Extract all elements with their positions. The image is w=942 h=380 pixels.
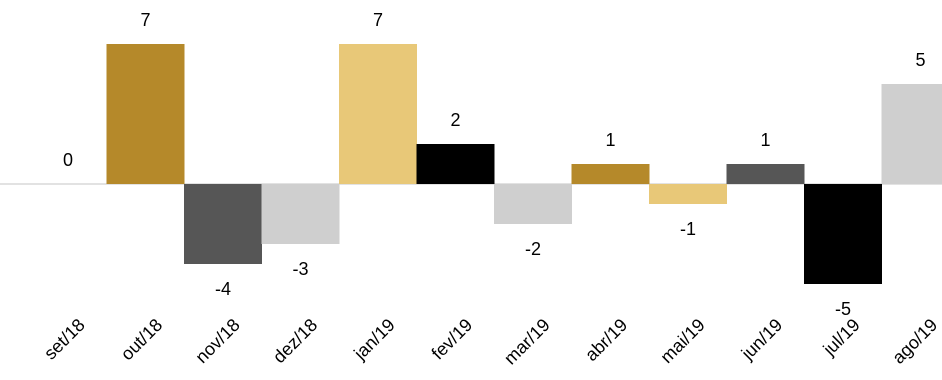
data-label-dez-18: -3 bbox=[292, 259, 308, 279]
data-label-ago-19: 5 bbox=[915, 50, 925, 70]
tick-label-set-18: set/18 bbox=[40, 315, 89, 364]
bar-dez-18 bbox=[261, 184, 340, 244]
tick-label-nov-18: nov/18 bbox=[191, 315, 243, 367]
tick-label-jul-19: jul/19 bbox=[819, 315, 864, 360]
tick-label-jun-19: jun/19 bbox=[737, 315, 787, 365]
tick-label-mai-19: mai/19 bbox=[656, 315, 708, 367]
data-label-abr-19: 1 bbox=[605, 130, 615, 150]
data-label-mar-19: -2 bbox=[525, 239, 541, 259]
bar-fev-19 bbox=[416, 144, 495, 184]
bar-jul-19 bbox=[804, 184, 882, 284]
data-label-out-18: 7 bbox=[140, 10, 150, 30]
bar-out-18 bbox=[106, 44, 185, 184]
data-label-jun-19: 1 bbox=[760, 130, 770, 150]
tick-label-fev-19: fev/19 bbox=[428, 315, 477, 364]
data-label-nov-18: -4 bbox=[215, 279, 231, 299]
tick-label-jan-19: jan/19 bbox=[349, 315, 399, 365]
tick-label-ago-19: ago/19 bbox=[888, 315, 941, 368]
data-label-fev-19: 2 bbox=[450, 110, 460, 130]
bar-nov-18 bbox=[184, 184, 262, 264]
tick-label-mar-19: mar/19 bbox=[500, 315, 554, 369]
data-label-jul-19: -5 bbox=[835, 299, 851, 319]
data-label-mai-19: -1 bbox=[680, 219, 696, 239]
tick-label-dez-18: dez/18 bbox=[269, 315, 321, 367]
bar-ago-19 bbox=[881, 84, 942, 184]
bar-mai-19 bbox=[649, 184, 727, 204]
tick-label-out-18: out/18 bbox=[117, 315, 167, 365]
bar-jun-19 bbox=[726, 164, 805, 184]
bar-jan-19 bbox=[339, 44, 417, 184]
data-label-set-18: 0 bbox=[63, 150, 73, 170]
bar-abr-19 bbox=[571, 164, 650, 184]
tick-label-abr-19: abr/19 bbox=[581, 315, 631, 365]
bar-mar-19 bbox=[494, 184, 572, 224]
data-label-jan-19: 7 bbox=[373, 10, 383, 30]
